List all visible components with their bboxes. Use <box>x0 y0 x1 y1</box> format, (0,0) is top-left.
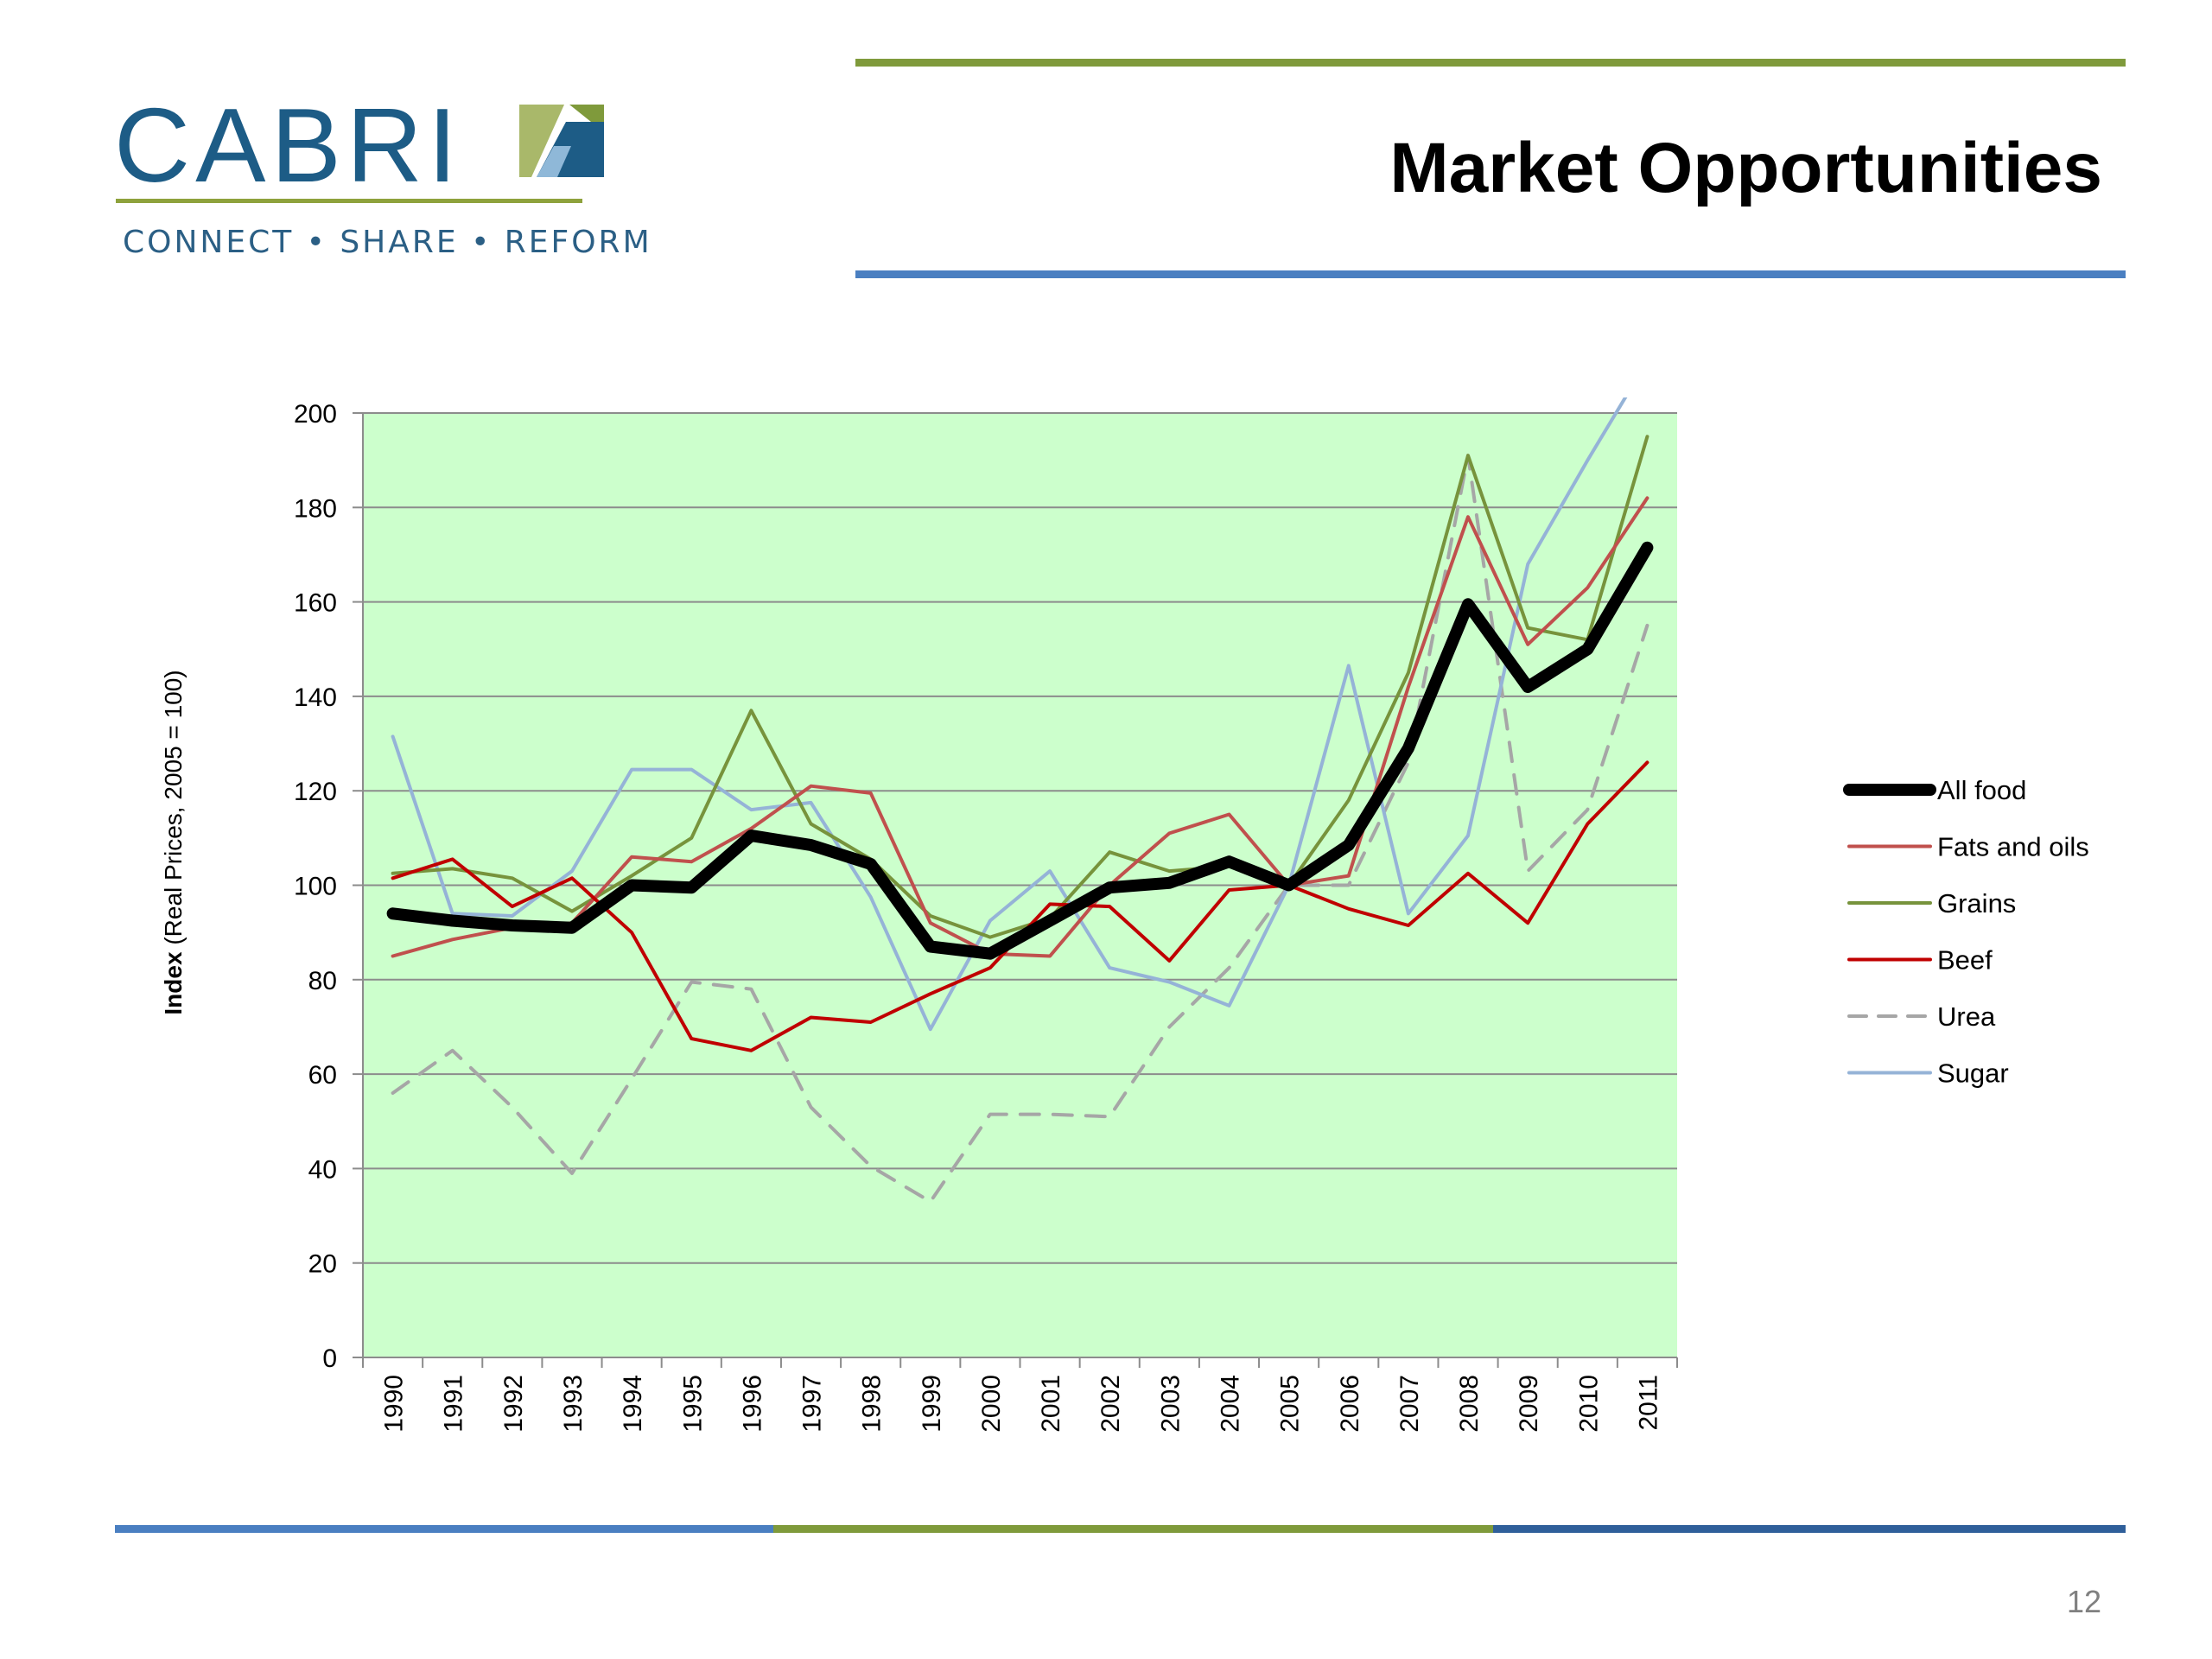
footer-bar-green <box>773 1525 1493 1533</box>
x-tick-label: 2011 <box>1634 1375 1662 1431</box>
x-tick-label: 2005 <box>1276 1375 1305 1433</box>
legend-label: All food <box>1937 775 2026 805</box>
slide-title: Market Opportunities <box>1389 129 2102 207</box>
x-tick-label: 2007 <box>1395 1375 1424 1433</box>
y-tick-label: 140 <box>294 683 337 712</box>
y-tick-label: 40 <box>308 1155 337 1184</box>
footer-bar-navy <box>1493 1525 2126 1533</box>
legend-label: Sugar <box>1937 1058 2009 1089</box>
y-tick-label: 60 <box>308 1061 337 1090</box>
y-axis-title: Index (Real Prices, 2005 = 100) <box>160 670 187 1014</box>
x-tick-label: 1996 <box>738 1375 766 1433</box>
axes <box>353 412 1678 1368</box>
series-line-urea <box>391 454 1649 1204</box>
title-rule-bottom <box>855 270 2126 278</box>
y-tick-label: 160 <box>294 589 337 618</box>
logo-wordmark: CABRI <box>114 86 462 204</box>
y-tick-label: 0 <box>322 1344 337 1373</box>
logo-rule <box>116 199 582 203</box>
series-line-fats-and-oils <box>391 496 1649 958</box>
y-tick-labels: 0 20 40 60 80 100 120 140 160 180 200 <box>294 400 337 1373</box>
page-number: 12 <box>2066 1584 2101 1619</box>
series-line-sugar <box>391 397 1628 1032</box>
y-tick-label: 20 <box>308 1250 337 1279</box>
y-tick-label: 120 <box>294 778 337 806</box>
x-tick-label: 2002 <box>1096 1375 1125 1433</box>
logo-mark-icon <box>519 105 604 177</box>
x-tick-label: 1991 <box>440 1375 468 1433</box>
x-tick-label: 1992 <box>499 1375 528 1433</box>
legend: All food Fats and oils Grains Beef Urea Sugar <box>1843 775 2089 1089</box>
logo: CABRI CONNECT • SHARE • REFORM <box>60 30 683 315</box>
gridlines <box>363 412 1677 1264</box>
y-axis-title-rest: (Real Prices, 2005 = 100) <box>160 670 187 951</box>
x-tick-label: 2010 <box>1574 1375 1603 1433</box>
x-tick-label: 2001 <box>1037 1375 1065 1433</box>
y-axis-title-bold: Index <box>160 951 187 1015</box>
x-tick-label: 2006 <box>1336 1375 1364 1433</box>
y-tick-label: 100 <box>294 873 337 901</box>
x-tick-label: 2008 <box>1455 1375 1484 1433</box>
footer-bar-blue <box>115 1525 773 1533</box>
logo-tagline: CONNECT • SHARE • REFORM <box>123 225 652 260</box>
x-tick-label: 1997 <box>798 1375 827 1433</box>
y-tick-label: 200 <box>294 400 337 429</box>
x-tick-label: 2000 <box>977 1375 1006 1433</box>
series-lines <box>386 397 1654 1204</box>
x-tick-labels: 1990 1991 1992 1993 1994 1995 1996 1997 1998 1999… <box>380 1375 1663 1433</box>
x-tick-label: 2003 <box>1156 1375 1185 1433</box>
title-rule-top <box>855 59 2126 67</box>
x-tick-label: 1993 <box>559 1375 588 1433</box>
x-tick-label: 1998 <box>858 1375 887 1433</box>
legend-label: Urea <box>1937 1001 1996 1032</box>
legend-label: Beef <box>1937 945 1993 976</box>
x-tick-label: 1999 <box>918 1375 946 1433</box>
legend-label: Fats and oils <box>1937 832 2089 862</box>
x-tick-label: 2009 <box>1515 1375 1543 1433</box>
x-tick-label: 1995 <box>678 1375 707 1433</box>
y-tick-label: 80 <box>308 967 337 995</box>
x-tick-label: 1990 <box>380 1375 409 1433</box>
series-line-grains <box>391 435 1649 939</box>
x-tick-label: 1994 <box>619 1375 647 1433</box>
y-tick-label: 180 <box>294 494 337 523</box>
series-line-all-food <box>386 541 1654 960</box>
legend-label: Grains <box>1937 888 2016 918</box>
x-tick-label: 2004 <box>1216 1375 1244 1433</box>
